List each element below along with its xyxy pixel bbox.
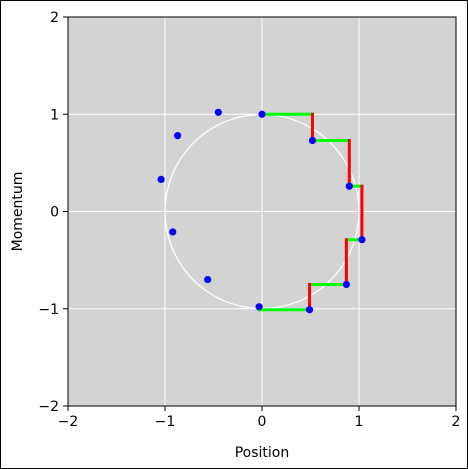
- y-tick-label: 0: [50, 205, 59, 221]
- data-point: [305, 306, 314, 314]
- data-point: [258, 110, 266, 118]
- data-point: [157, 175, 165, 184]
- data-point: [214, 108, 222, 116]
- x-tick-label: −2: [58, 414, 79, 430]
- y-tick-label: −1: [38, 302, 59, 318]
- y-axis-label: Momentum: [10, 172, 26, 252]
- x-tick-label: 0: [258, 414, 267, 430]
- y-tick-label: 1: [50, 107, 59, 123]
- x-axis-label: Position: [235, 445, 290, 461]
- data-point: [345, 182, 353, 190]
- x-tick-label: 2: [452, 414, 461, 430]
- x-tick-label: 1: [355, 414, 364, 430]
- y-tick-label: −2: [38, 399, 59, 415]
- data-point: [174, 132, 182, 140]
- data-points: [157, 108, 366, 314]
- axis-ticks: −2 −1 0 1 2 −2 −1 0 1 2: [38, 10, 460, 430]
- data-point: [358, 236, 366, 244]
- data-point: [308, 136, 317, 145]
- data-point: [204, 275, 212, 284]
- x-tick-label: −1: [155, 414, 176, 430]
- data-point: [342, 280, 350, 289]
- data-point: [169, 228, 177, 236]
- data-point: [255, 303, 263, 311]
- y-tick-label: 2: [50, 10, 59, 26]
